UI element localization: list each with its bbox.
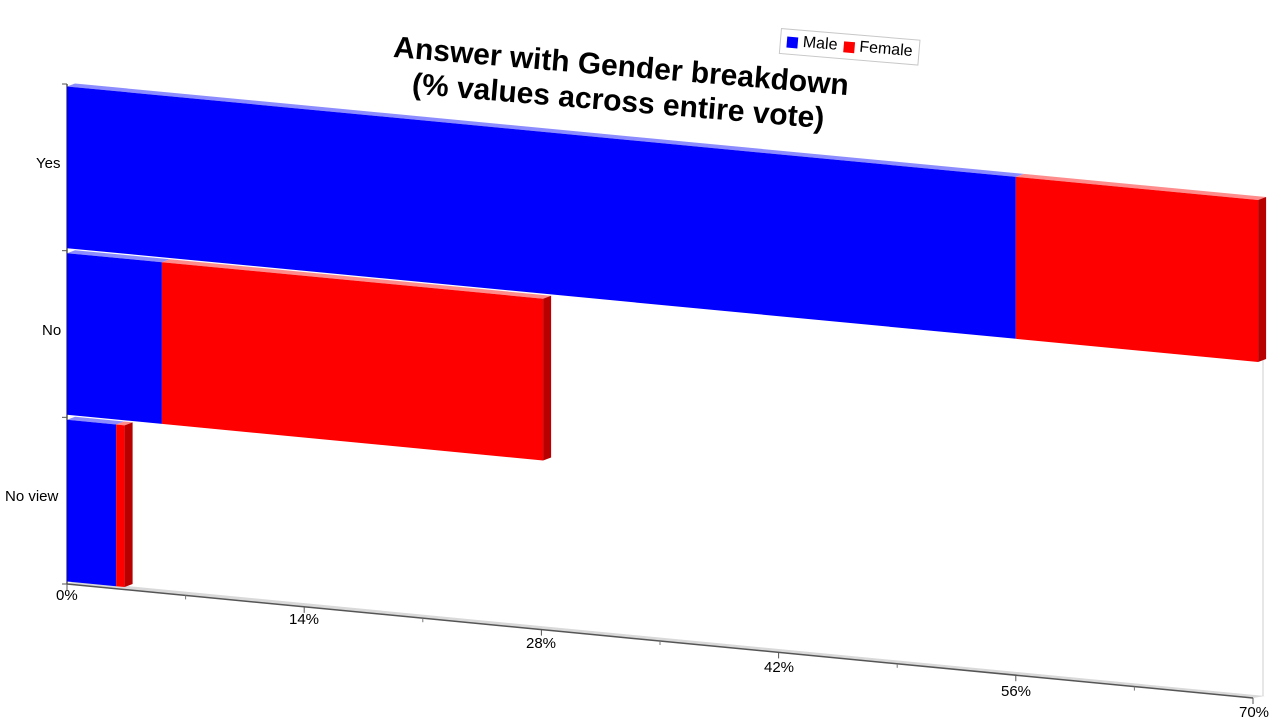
legend-item-female: Female bbox=[842, 37, 914, 61]
x-tick-label-0: 0% bbox=[56, 587, 78, 604]
category-label-no: No bbox=[42, 322, 62, 339]
bar-yes-female bbox=[1015, 176, 1259, 362]
bar-yes-male bbox=[67, 86, 1016, 339]
bar-no-view-male bbox=[67, 419, 117, 587]
legend-label-male: Male bbox=[802, 33, 839, 54]
legend-item-male: Male bbox=[786, 33, 838, 55]
bar-no-view-female bbox=[116, 424, 125, 587]
x-tick-label-28: 28% bbox=[526, 635, 557, 652]
x-tick-label-56: 56% bbox=[1001, 683, 1032, 700]
bar-no-male-top bbox=[67, 250, 170, 263]
bar-no-female-side bbox=[543, 295, 552, 461]
x-tick-label-14: 14% bbox=[289, 611, 320, 628]
legend-label-female: Female bbox=[858, 38, 914, 61]
legend-swatch-female bbox=[842, 40, 855, 53]
x-tick-label-42: 42% bbox=[764, 659, 795, 676]
chart-floor bbox=[67, 581, 1265, 698]
bar-yes-female-side bbox=[1258, 197, 1267, 362]
bar-no-view-female-side bbox=[124, 422, 133, 587]
bar-yes-male-top bbox=[67, 83, 1024, 177]
bar-no-view-male-top bbox=[67, 416, 125, 425]
bar-no-female bbox=[161, 262, 544, 461]
bar-yes-female-top bbox=[1015, 173, 1267, 200]
category-label-yes: Yes bbox=[36, 155, 61, 172]
bar-no-female-top bbox=[161, 259, 552, 299]
category-label-no-view: No view bbox=[5, 488, 59, 505]
x-tick-label-70: 70% bbox=[1239, 704, 1270, 721]
bar-no-male bbox=[67, 253, 162, 424]
legend-swatch-male bbox=[786, 36, 799, 48]
bar-no-view-female-top bbox=[116, 421, 133, 426]
